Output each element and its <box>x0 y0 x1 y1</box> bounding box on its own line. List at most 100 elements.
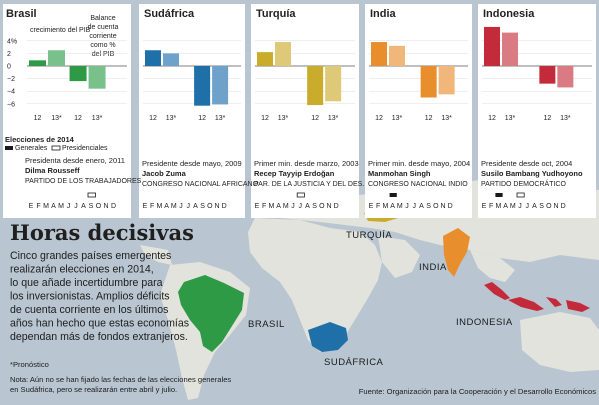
chart-panels: 4% 2 0 −2 −4 −6 crecimiento del PIB Balance de c… <box>3 4 596 218</box>
leader-since-5: Presidente desde oct, 2004 <box>481 159 572 168</box>
leader-party-1: PARTIDO DE LOS TRABAJADORES <box>25 178 142 185</box>
y-tick-label: −4 <box>7 89 15 96</box>
legend-presidential-swatch <box>51 145 61 151</box>
bar-growth-Brasil-13* <box>48 50 65 66</box>
month-label: N <box>214 203 219 210</box>
y-tick-label: 0 <box>7 64 11 71</box>
intro-line: de cuenta corriente en los últimos <box>10 304 168 316</box>
bar-balance-Indonesia-13* <box>557 66 574 88</box>
month-label: D <box>448 203 453 210</box>
month-label: J <box>405 203 409 210</box>
intro-line: años han hecho que estas economías <box>10 318 189 330</box>
bar-growth-Brasil-12 <box>29 60 46 66</box>
leader-name-1: Dilma Rousseff <box>25 166 80 175</box>
ylabel-growth: crecimiento del PIB <box>30 27 91 34</box>
month-label: E <box>369 203 374 210</box>
bar-balance-Turquía-12 <box>307 66 324 106</box>
legend-general-label: Generales <box>15 145 48 152</box>
x-tick-label: 12 <box>34 115 42 122</box>
map-label-turquia: TURQUÍA <box>346 230 392 241</box>
panel-4-background <box>365 4 472 218</box>
month-label: M <box>43 203 49 210</box>
month-label: F <box>150 203 154 210</box>
leader-name-3: Recep Tayyip Erdoğan <box>254 169 335 178</box>
x-tick-label: 13* <box>328 115 339 122</box>
leader-since-4: Primer min. desde mayo, 2004 <box>368 159 470 168</box>
month-label: N <box>553 203 558 210</box>
y-tick-label: −2 <box>7 76 15 83</box>
x-tick-label: 12 <box>543 115 551 122</box>
bar-growth-Indonesia-13* <box>502 32 518 66</box>
map-label-india: INDIA <box>419 262 447 273</box>
month-label: M <box>382 203 388 210</box>
legend-general-swatch <box>5 146 13 150</box>
panel-2-background <box>139 4 245 218</box>
month-label: M <box>510 203 516 210</box>
month-label: S <box>539 203 544 210</box>
election-presidential-marker <box>516 192 525 198</box>
month-label: M <box>171 203 177 210</box>
election-general-marker <box>389 193 397 197</box>
map-label-indonesia: INDONESIA <box>456 317 513 328</box>
election-presidential-marker <box>87 192 96 198</box>
landmass-australia <box>520 312 599 372</box>
month-label: N <box>103 203 108 210</box>
month-label: O <box>433 203 439 210</box>
x-tick-label: 12 <box>311 115 319 122</box>
x-tick-label: 13* <box>278 115 289 122</box>
landmass-se-asia <box>470 250 515 282</box>
ylabel-balance-line: Balance <box>90 15 115 22</box>
forecast-footnote: *Pronóstico <box>10 360 49 369</box>
note-text: Nota: Aún no se han fijado las fechas de… <box>10 375 231 394</box>
x-tick-label: 13* <box>51 115 62 122</box>
bar-balance-Sudáfrica-13* <box>212 66 229 105</box>
month-label: D <box>111 203 116 210</box>
month-label: M <box>495 203 501 210</box>
month-label: N <box>326 203 331 210</box>
ylabel-balance-line: de cuenta <box>88 24 119 31</box>
bar-growth-Sudáfrica-12 <box>145 50 161 66</box>
month-label: J <box>67 203 71 210</box>
headline: Horas decisivas <box>10 220 194 245</box>
y-tick-label: 4% <box>7 38 17 45</box>
month-label: O <box>546 203 552 210</box>
panel-title-4: India <box>370 8 397 20</box>
country-shape-sudafrica <box>308 322 348 352</box>
bar-growth-Turquía-13* <box>275 42 291 66</box>
y-tick-label: −6 <box>7 101 15 108</box>
leader-since-1: Presidenta desde enero, 2011 <box>25 156 125 165</box>
leader-name-4: Manmohan Singh <box>368 169 431 178</box>
x-tick-label: 12 <box>488 115 496 122</box>
map-label-sudafrica: SUDÁFRICA <box>324 357 384 368</box>
month-label: A <box>164 203 169 210</box>
country-shape-brasil <box>178 275 244 352</box>
legend-title: Elecciones de 2014 <box>5 135 75 144</box>
month-label: M <box>58 203 64 210</box>
leader-since-3: Primer min. desde marzo, 2003 <box>254 159 359 168</box>
month-label: E <box>482 203 487 210</box>
x-tick-label: 12 <box>198 115 206 122</box>
month-label: J <box>179 203 183 210</box>
month-label: F <box>262 203 266 210</box>
source-text: Fuente: Organización para la Cooperación… <box>359 387 596 396</box>
landmass-arabia <box>378 236 420 278</box>
intro-line: dependan más de fondos extranjeros. <box>10 331 188 343</box>
month-label: S <box>200 203 205 210</box>
intro-line: lo que añade incertidumbre para <box>10 277 163 289</box>
leader-name-5: Susilo Bambang Yudhoyono <box>481 169 583 178</box>
map-label-brasil: BRASIL <box>248 319 285 330</box>
bar-balance-Brasil-12 <box>69 66 87 82</box>
election-presidential-marker <box>296 192 305 198</box>
month-label: J <box>518 203 522 210</box>
landmass-africa <box>248 218 382 352</box>
leader-party-3: PAR. DE LA JUSTICIA Y DEL DES. <box>254 181 364 188</box>
country-shape-indonesia <box>484 282 590 312</box>
bar-balance-India-12 <box>420 66 437 98</box>
intro-line: realizarán elecciones en 2014, <box>10 264 154 276</box>
month-label: O <box>96 203 102 210</box>
month-label: D <box>334 203 339 210</box>
panel-title-3: Turquía <box>256 8 296 20</box>
ylabel-balance-line: corriente <box>89 33 116 40</box>
month-label: E <box>255 203 260 210</box>
